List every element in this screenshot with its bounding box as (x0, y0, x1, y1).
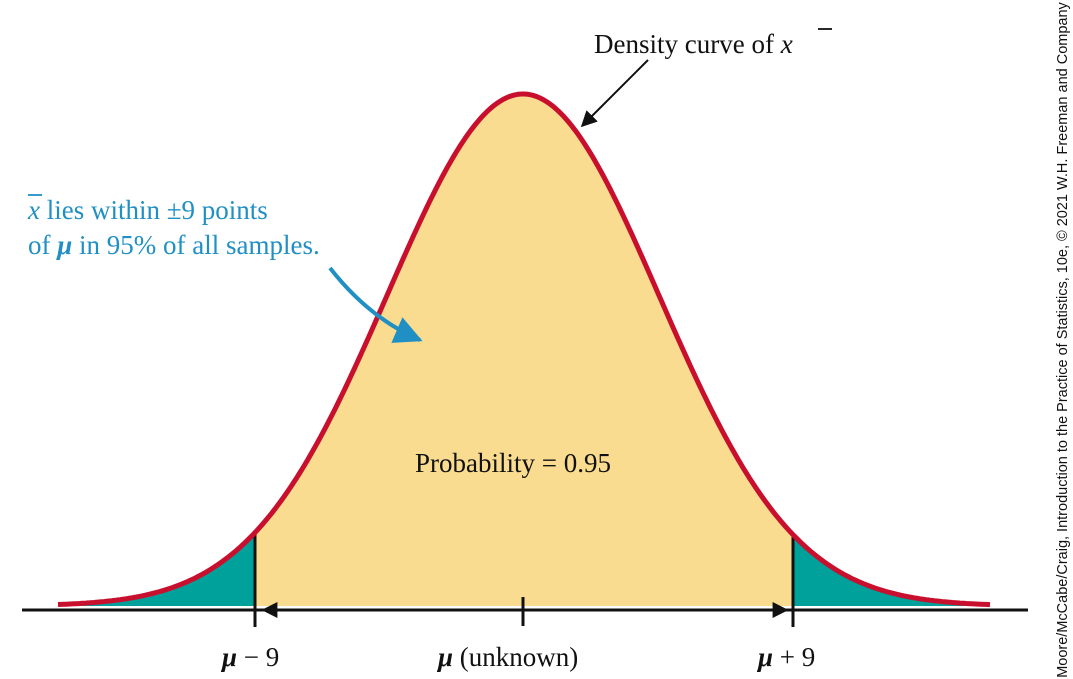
callout-mu: μ (55, 230, 72, 260)
callout-line-2: of μ in 95% of all samples. (28, 230, 320, 260)
tick-label-left: μ − 9 (220, 642, 279, 672)
callout-xbar: x (27, 195, 40, 225)
xbar-symbol: x (780, 29, 793, 59)
callout-line-1: x lies within ±9 points (27, 195, 268, 225)
tick-label-center: μ (unknown) (436, 642, 578, 672)
probability-label: Probability = 0.95 (415, 448, 611, 478)
density-curve (57, 91, 991, 608)
copyright-credit: Moore/McCabe/Craig, Introduction to the … (1054, 2, 1072, 678)
curve-label: Density curve of x (594, 29, 793, 59)
tick-label-right: μ + 9 (756, 642, 815, 672)
middle-95-percent-area (255, 94, 793, 606)
left-tail-area (58, 532, 255, 606)
callout-arrow (328, 266, 423, 343)
right-tail-area (793, 534, 990, 606)
copyright-credit-text: Moore/McCabe/Craig, Introduction to the … (1055, 2, 1071, 678)
curve-pointer-arrow-black (580, 59, 649, 128)
